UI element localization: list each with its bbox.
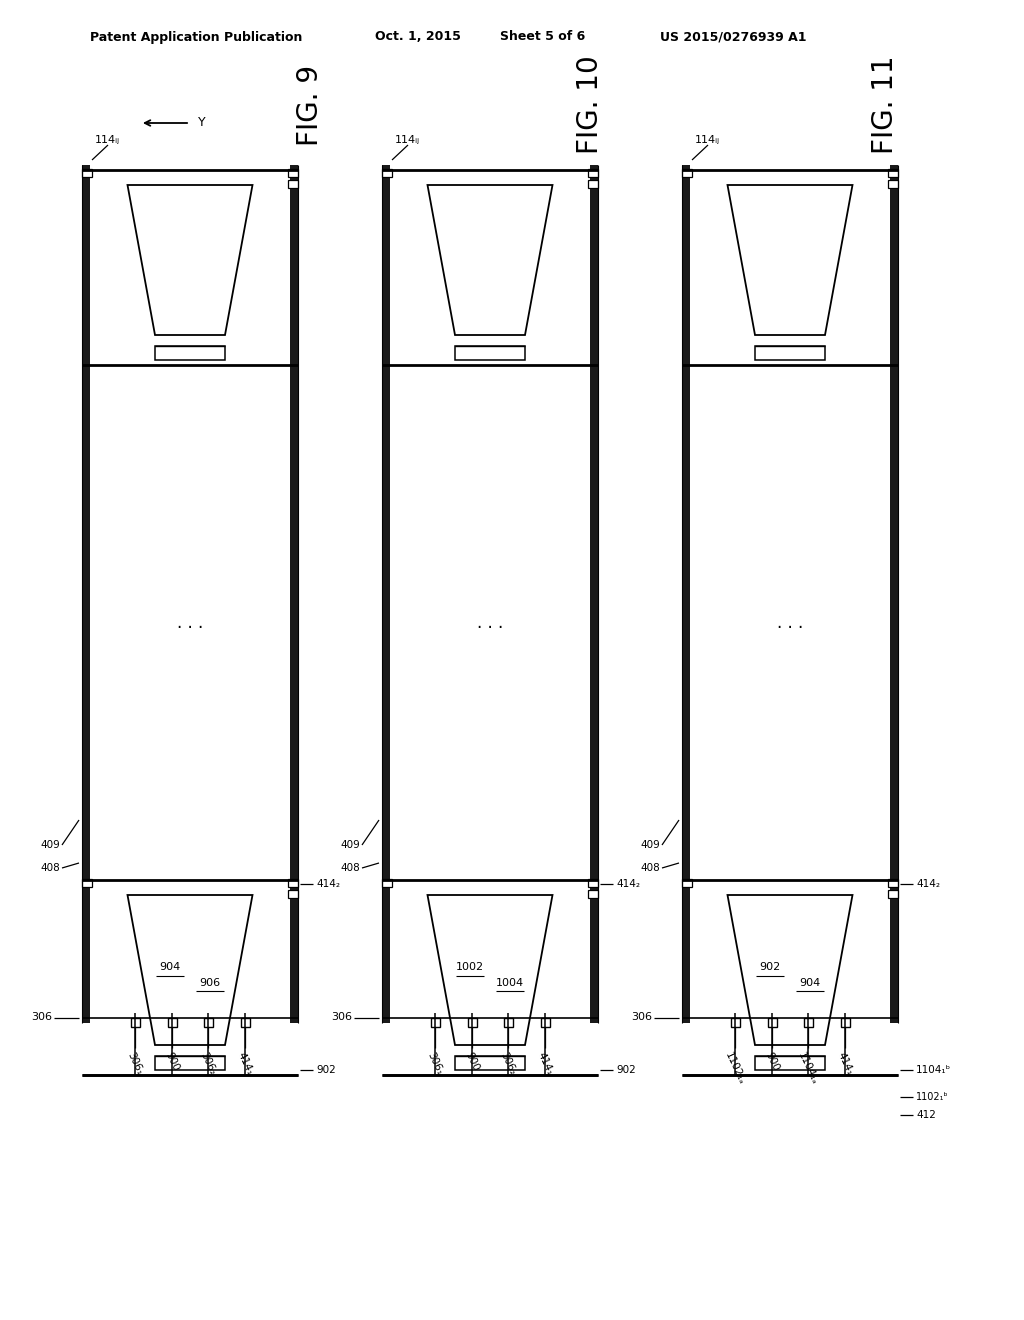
Text: 414₁: 414₁: [836, 1051, 855, 1077]
Text: FIG. 9: FIG. 9: [296, 65, 324, 145]
Text: 306: 306: [631, 1012, 652, 1023]
Polygon shape: [128, 895, 253, 1045]
Text: 414₂: 414₂: [316, 879, 340, 888]
Text: 409: 409: [640, 840, 660, 850]
Bar: [890, 165, 898, 1023]
Polygon shape: [427, 185, 553, 335]
Polygon shape: [727, 895, 853, 1045]
Bar: [682, 165, 690, 1023]
Bar: [455, 346, 525, 360]
Bar: [155, 346, 225, 360]
Bar: [682, 169, 692, 177]
Text: 408: 408: [40, 863, 60, 873]
Bar: [382, 169, 392, 177]
Text: 414₁: 414₁: [236, 1051, 255, 1077]
Text: 904: 904: [160, 962, 180, 973]
Bar: [290, 165, 298, 1023]
Bar: [82, 169, 92, 177]
Bar: [588, 890, 598, 898]
Bar: [131, 1018, 140, 1027]
Text: 900: 900: [463, 1051, 480, 1073]
Bar: [588, 180, 598, 187]
Text: 114ᵢⱼ: 114ᵢⱼ: [95, 135, 120, 145]
Bar: [288, 879, 298, 887]
Text: . . .: . . .: [477, 614, 503, 631]
Text: US 2015/0276939 A1: US 2015/0276939 A1: [660, 30, 807, 44]
Text: 900: 900: [763, 1051, 780, 1073]
Text: 902: 902: [316, 1065, 336, 1074]
Bar: [755, 346, 825, 360]
Text: 902: 902: [760, 962, 780, 973]
Text: 414₂: 414₂: [916, 879, 940, 888]
Bar: [382, 165, 390, 1023]
Text: 1002: 1002: [456, 962, 484, 973]
Text: FIG. 11: FIG. 11: [871, 55, 899, 154]
Text: 306₁: 306₁: [425, 1051, 444, 1077]
Text: 409: 409: [340, 840, 360, 850]
Bar: [288, 169, 298, 177]
Text: . . .: . . .: [777, 614, 803, 631]
Bar: [804, 1018, 813, 1027]
Bar: [504, 1018, 513, 1027]
Text: 114ᵢⱼ: 114ᵢⱼ: [395, 135, 420, 145]
Bar: [82, 165, 90, 1023]
Text: 114ᵢⱼ: 114ᵢⱼ: [695, 135, 720, 145]
Bar: [888, 180, 898, 187]
Text: 306: 306: [31, 1012, 52, 1023]
Text: 902: 902: [616, 1065, 636, 1074]
Text: 1104₁ₐ: 1104₁ₐ: [796, 1051, 820, 1086]
Bar: [241, 1018, 250, 1027]
Bar: [204, 1018, 213, 1027]
Text: Oct. 1, 2015: Oct. 1, 2015: [375, 30, 461, 44]
Text: 409: 409: [40, 840, 60, 850]
Text: 408: 408: [340, 863, 360, 873]
Text: 1102₁ₐ: 1102₁ₐ: [723, 1051, 746, 1086]
Text: 306₂: 306₂: [499, 1051, 517, 1077]
Text: 906: 906: [200, 978, 220, 987]
Bar: [841, 1018, 850, 1027]
Text: 306: 306: [331, 1012, 352, 1023]
Bar: [168, 1018, 177, 1027]
Text: 1102₁ᵇ: 1102₁ᵇ: [916, 1092, 948, 1102]
Bar: [731, 1018, 740, 1027]
Bar: [755, 1056, 825, 1071]
Text: 904: 904: [800, 978, 820, 987]
Text: 1104₁ᵇ: 1104₁ᵇ: [916, 1065, 951, 1074]
Text: 306₂: 306₂: [199, 1051, 217, 1077]
Text: Y: Y: [198, 116, 206, 129]
Polygon shape: [427, 895, 553, 1045]
Bar: [682, 879, 692, 887]
Polygon shape: [727, 185, 853, 335]
Text: 414₁: 414₁: [536, 1051, 555, 1077]
Bar: [541, 1018, 550, 1027]
Bar: [888, 890, 898, 898]
Bar: [590, 165, 598, 1023]
Text: 414₂: 414₂: [616, 879, 640, 888]
Text: 412: 412: [916, 1110, 936, 1119]
Bar: [382, 879, 392, 887]
Text: 306₁: 306₁: [125, 1051, 144, 1077]
Bar: [155, 1056, 225, 1071]
Text: 1004: 1004: [496, 978, 524, 987]
Bar: [588, 169, 598, 177]
Text: 408: 408: [640, 863, 660, 873]
Bar: [288, 890, 298, 898]
Text: Patent Application Publication: Patent Application Publication: [90, 30, 302, 44]
Text: . . .: . . .: [177, 614, 203, 631]
Text: FIG. 10: FIG. 10: [575, 55, 604, 154]
Text: 900: 900: [163, 1051, 180, 1073]
Polygon shape: [128, 185, 253, 335]
Bar: [588, 879, 598, 887]
Bar: [888, 879, 898, 887]
Bar: [888, 169, 898, 177]
Bar: [82, 879, 92, 887]
Bar: [455, 1056, 525, 1071]
Text: Sheet 5 of 6: Sheet 5 of 6: [500, 30, 586, 44]
Bar: [288, 180, 298, 187]
Bar: [768, 1018, 777, 1027]
Bar: [431, 1018, 440, 1027]
Bar: [468, 1018, 477, 1027]
